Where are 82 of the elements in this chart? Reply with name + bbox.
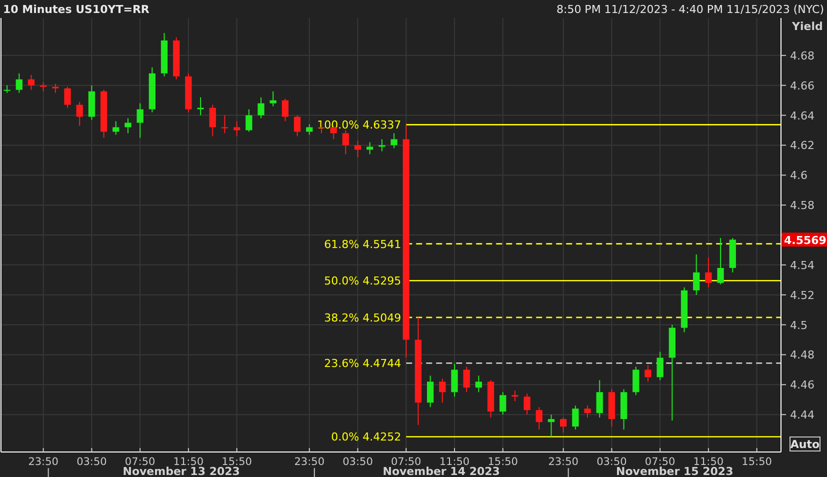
y-tick-label: 4.58 (790, 199, 814, 212)
x-tick-label: 11:50 (173, 456, 204, 468)
candlestick (270, 90, 276, 107)
auto-button: Auto (790, 436, 820, 452)
candlestick (475, 375, 482, 393)
y-tick-label: 4.6 (790, 169, 808, 182)
y-tick-label: 4.52 (790, 288, 814, 302)
ref-line-label: 0.0% 4.4252 (331, 430, 402, 444)
candlestick (221, 114, 228, 134)
candlestick (366, 142, 374, 155)
chart-subtitle: 8:50 PM 11/12/2023 - 4:40 PM 11/15/2023 (NYC) (556, 3, 824, 16)
x-tick-label: 15:50 (222, 456, 252, 468)
candlestick (76, 101, 83, 126)
candlestick (246, 108, 252, 132)
candlestick (524, 393, 530, 416)
candlestick (584, 405, 591, 418)
x-tick-label: 23:50 (294, 456, 325, 468)
y-axis-title: Yield (791, 20, 823, 33)
candlestick (705, 256, 712, 288)
candlestick (536, 406, 542, 430)
candlestick (717, 237, 724, 285)
candlestick (209, 104, 216, 137)
y-tick-label: 4.68 (790, 49, 814, 62)
x-tick-label: 03:50 (342, 456, 373, 468)
ref-line-label: 23.6% 4.4744 (324, 357, 402, 370)
candlestick (28, 74, 35, 90)
x-tick-label: 15:50 (488, 456, 518, 468)
y-tick-label: 4.54 (790, 258, 814, 272)
candlestick (136, 102, 144, 138)
x-tick-label: 15:50 (742, 456, 772, 468)
candlestick (439, 378, 446, 404)
text: November 14 2023 (382, 465, 500, 477)
candlestick (560, 417, 567, 434)
x-tick-label: 03:50 (76, 456, 107, 468)
text: 4.5569 (784, 234, 826, 248)
chart-title: 10 Minutes US10YT=RR (3, 3, 150, 16)
candlestick (693, 254, 700, 296)
ref-line-label: 61.8% 4.5541 (324, 238, 402, 251)
y-tick-label: 4.66 (790, 79, 814, 92)
x-tick-label: 07:50 (644, 456, 676, 468)
x-tick-label: 11:50 (693, 456, 724, 468)
candlestick (294, 114, 301, 137)
y-tick-label: 4.62 (790, 139, 814, 152)
candlestick (354, 140, 362, 158)
y-tick-label: 4.46 (790, 378, 814, 392)
candlestick (572, 405, 579, 430)
candlestick (258, 96, 264, 119)
candlestick (596, 380, 603, 418)
x-tick-label: 23:50 (548, 456, 578, 468)
text: November 13 2023 (122, 465, 240, 477)
candlestick (124, 118, 132, 134)
ref-line-label: 38.2% 4.5049 (324, 311, 402, 324)
candlestick (644, 364, 652, 382)
y-tick-label: 4.44 (790, 408, 814, 422)
y-tick-label: 4.64 (790, 109, 814, 122)
y-tick-label: 4.5 (790, 318, 808, 332)
candlestick (64, 86, 71, 108)
candlestick (463, 366, 470, 393)
ref-line-label: 50.0% 4.5295 (324, 274, 402, 288)
candlestick (306, 124, 313, 136)
x-tick-label: 03:50 (596, 456, 627, 468)
candlestick (112, 120, 120, 136)
candlestick (16, 72, 22, 94)
candlestick (197, 96, 204, 116)
candlestick (426, 375, 434, 408)
text: November 15 2023 (616, 465, 734, 477)
candlestick (500, 392, 506, 416)
candlestick (390, 132, 398, 149)
candlestick (632, 366, 640, 396)
x-tick-label: 07:50 (124, 456, 156, 468)
x-tick-label: 11:50 (439, 456, 470, 468)
candlestick (378, 138, 386, 152)
y-tick-label: 4.48 (790, 348, 814, 362)
candlestick (451, 363, 458, 398)
candlestick (548, 414, 555, 438)
candlestick (233, 120, 240, 137)
candlestick (656, 351, 664, 381)
candlestick (512, 390, 518, 402)
x-tick-label: 07:50 (390, 456, 422, 468)
candlestick (342, 130, 349, 155)
candlestick (282, 98, 289, 122)
x-tick-label: 23:50 (28, 456, 58, 468)
